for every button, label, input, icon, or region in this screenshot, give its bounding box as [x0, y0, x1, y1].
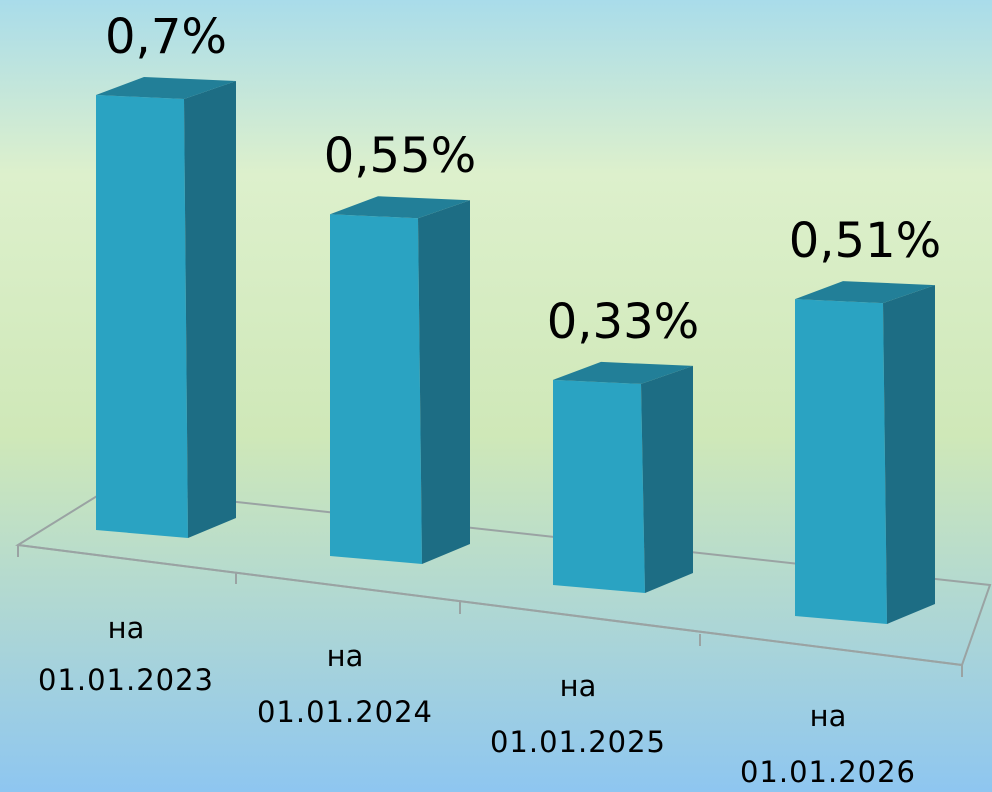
tick-label-line: на [560, 669, 597, 703]
bar-top [553, 361, 693, 384]
tick-label-line: на [108, 611, 145, 645]
bar-side [883, 285, 935, 624]
tick-label-line: 01.01.2026 [740, 755, 916, 789]
tick-label: на 01.01.2025 [490, 669, 666, 759]
bar [96, 77, 236, 538]
tick-label-line: 01.01.2023 [38, 663, 214, 697]
tick-label: на 01.01.2024 [257, 639, 433, 729]
bar-side [418, 200, 470, 564]
bar-top [330, 196, 470, 219]
tick-label-line: на [327, 639, 364, 673]
bar-front [330, 214, 422, 564]
bar-side [641, 365, 693, 593]
data-label: 0,51% [789, 213, 941, 269]
tick-label-line: 01.01.2025 [490, 725, 666, 759]
bar [553, 361, 693, 593]
tick-label: на 01.01.2026 [740, 699, 916, 789]
data-label: 0,55% [324, 128, 476, 184]
category-labels: на 01.01.2023 на 01.01.2024 на 01.01.2025 на 01… [38, 611, 916, 789]
data-label: 0,33% [547, 294, 699, 350]
tick-label: на 01.01.2023 [38, 611, 214, 697]
chart-floor [15, 486, 992, 677]
bar-front [96, 95, 188, 538]
bar [795, 281, 935, 624]
bars [96, 77, 935, 624]
tick-label-line: на [810, 699, 847, 733]
bar-side [184, 81, 236, 538]
data-label: 0,7% [105, 9, 227, 65]
bar [330, 196, 470, 564]
bar-front [553, 379, 645, 593]
data-labels: 0,7% 0,55% 0,33% 0,51% [105, 9, 941, 350]
floor-axis-line [17, 544, 963, 666]
bar-top [795, 281, 935, 304]
bar-top [96, 77, 236, 99]
tick-label-line: 01.01.2024 [257, 695, 433, 729]
bar-front [795, 299, 887, 624]
